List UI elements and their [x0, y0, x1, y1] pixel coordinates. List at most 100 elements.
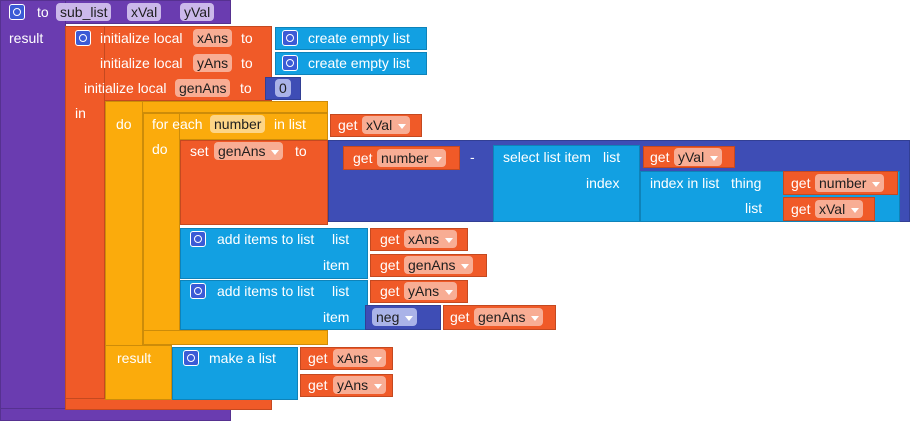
procedure-footer: [0, 408, 231, 421]
var-name[interactable]: yAns: [193, 54, 233, 72]
label: get: [380, 283, 400, 299]
label: do: [116, 116, 132, 132]
create-empty-list-block: [275, 52, 427, 75]
add-items-block: [180, 280, 368, 330]
label: item: [323, 257, 350, 273]
var-name: yVal: [678, 149, 705, 165]
mutator-icon[interactable]: [190, 231, 206, 247]
field[interactable]: genAns: [214, 141, 284, 161]
label: index: [586, 175, 620, 191]
for-each-footer: [143, 330, 328, 345]
procedure-body: [0, 0, 66, 421]
var-name: number: [381, 150, 429, 166]
label: select list item: [503, 149, 591, 165]
field[interactable]: yAns: [193, 53, 233, 73]
label: to: [240, 80, 252, 96]
label: initialize local: [100, 30, 183, 46]
label: get: [791, 201, 811, 217]
field[interactable]: yVal: [674, 147, 723, 167]
dropdown[interactable]: xVal: [815, 200, 864, 218]
field[interactable]: 0: [275, 78, 291, 98]
param[interactable]: xVal: [127, 3, 162, 21]
label: thing: [731, 175, 762, 191]
field[interactable]: genAns: [175, 78, 231, 98]
var-name: yAns: [337, 377, 369, 393]
number[interactable]: 0: [275, 79, 291, 97]
var-name: genAns: [218, 143, 266, 159]
var-name: xVal: [819, 201, 846, 217]
mutator-icon[interactable]: [9, 4, 25, 20]
field[interactable]: xVal: [127, 2, 162, 22]
local-init-footer: [65, 398, 272, 410]
field[interactable]: genAns: [404, 255, 474, 275]
label: get: [380, 231, 400, 247]
field[interactable]: sub_list: [56, 2, 112, 22]
mutator-icon[interactable]: [190, 283, 206, 299]
local-init-body: [65, 26, 105, 410]
field[interactable]: number: [815, 173, 885, 193]
var-name: xVal: [366, 117, 393, 133]
label: in list: [274, 116, 306, 132]
label: make a list: [209, 350, 276, 366]
dropdown[interactable]: number: [815, 174, 885, 192]
field[interactable]: xAns: [193, 28, 233, 48]
label: list: [332, 231, 350, 247]
dropdown[interactable]: yVal: [674, 148, 723, 166]
label: add items to list: [217, 283, 315, 299]
field[interactable]: number: [210, 114, 266, 134]
var-name[interactable]: xAns: [193, 29, 233, 47]
field[interactable]: xVal: [815, 199, 864, 219]
label: in: [75, 105, 86, 121]
dropdown[interactable]: xAns: [404, 230, 458, 248]
label: index in list: [650, 175, 720, 191]
label: do: [152, 141, 168, 157]
label: for each: [152, 116, 203, 132]
mutator-icon[interactable]: [75, 30, 91, 46]
field[interactable]: xAns: [333, 348, 387, 368]
label: to: [241, 30, 253, 46]
label: result: [117, 350, 152, 366]
dropdown[interactable]: genAns: [404, 256, 474, 274]
var-name: yAns: [408, 283, 440, 299]
dropdown[interactable]: yAns: [404, 282, 458, 300]
label: get: [450, 309, 470, 325]
label: get: [380, 257, 400, 273]
var-name[interactable]: number: [210, 115, 266, 133]
dropdown[interactable]: xVal: [362, 116, 411, 134]
label: to: [295, 143, 307, 159]
dropdown[interactable]: number: [377, 149, 447, 167]
procedure-name[interactable]: sub_list: [56, 3, 112, 21]
label: list: [603, 149, 621, 165]
label: create empty list: [308, 55, 410, 71]
operator: neg: [376, 309, 400, 325]
keyword: to: [37, 4, 49, 20]
label: initialize local: [100, 55, 183, 71]
mutator-icon[interactable]: [282, 55, 298, 71]
field[interactable]: genAns: [474, 307, 544, 327]
dropdown[interactable]: neg: [372, 308, 418, 326]
mutator-icon[interactable]: [183, 350, 199, 366]
label: get: [308, 377, 328, 393]
param[interactable]: yVal: [180, 3, 215, 21]
for-each-body: [143, 113, 180, 345]
var-name: genAns: [478, 309, 526, 325]
var-name: genAns: [408, 257, 456, 273]
field[interactable]: number: [377, 148, 447, 168]
field[interactable]: yAns: [333, 375, 387, 395]
var-name: xAns: [337, 350, 369, 366]
mutator-icon[interactable]: [282, 30, 298, 46]
var-name[interactable]: genAns: [175, 79, 231, 97]
field[interactable]: yAns: [404, 281, 458, 301]
field[interactable]: neg: [372, 307, 418, 327]
dropdown[interactable]: genAns: [474, 308, 544, 326]
dropdown[interactable]: yAns: [333, 376, 387, 394]
field[interactable]: yVal: [180, 2, 215, 22]
var-name: number: [819, 175, 867, 191]
label: result: [9, 30, 44, 46]
dropdown[interactable]: genAns: [214, 142, 284, 160]
dropdown[interactable]: xAns: [333, 349, 387, 367]
field[interactable]: xAns: [404, 229, 458, 249]
field[interactable]: xVal: [362, 115, 411, 135]
label: list: [332, 283, 350, 299]
label: set: [190, 143, 209, 159]
